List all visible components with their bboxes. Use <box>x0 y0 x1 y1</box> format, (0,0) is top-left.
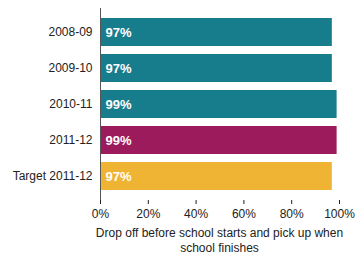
svg-text:20%: 20% <box>136 207 160 221</box>
svg-text:97%: 97% <box>106 25 132 40</box>
svg-text:80%: 80% <box>280 207 304 221</box>
svg-text:2008-09: 2008-09 <box>48 25 92 39</box>
svg-text:100%: 100% <box>324 207 355 221</box>
svg-text:60%: 60% <box>232 207 256 221</box>
svg-text:97%: 97% <box>106 169 132 184</box>
html-text:Drop off before school starts: Drop off before school starts and pick u… <box>95 226 344 255</box>
svg-text:99%: 99% <box>106 97 132 112</box>
svg-text:2009-10: 2009-10 <box>48 61 92 75</box>
svg-text:Target 2011-12: Target 2011-12 <box>13 169 93 183</box>
svg-text:97%: 97% <box>106 61 132 76</box>
svg-text:2010-11: 2010-11 <box>49 97 92 111</box>
svg-text:2011-12: 2011-12 <box>49 133 92 147</box>
svg-text:99%: 99% <box>106 133 132 148</box>
svg-text:0%: 0% <box>92 207 110 221</box>
svg-text:40%: 40% <box>184 207 208 221</box>
